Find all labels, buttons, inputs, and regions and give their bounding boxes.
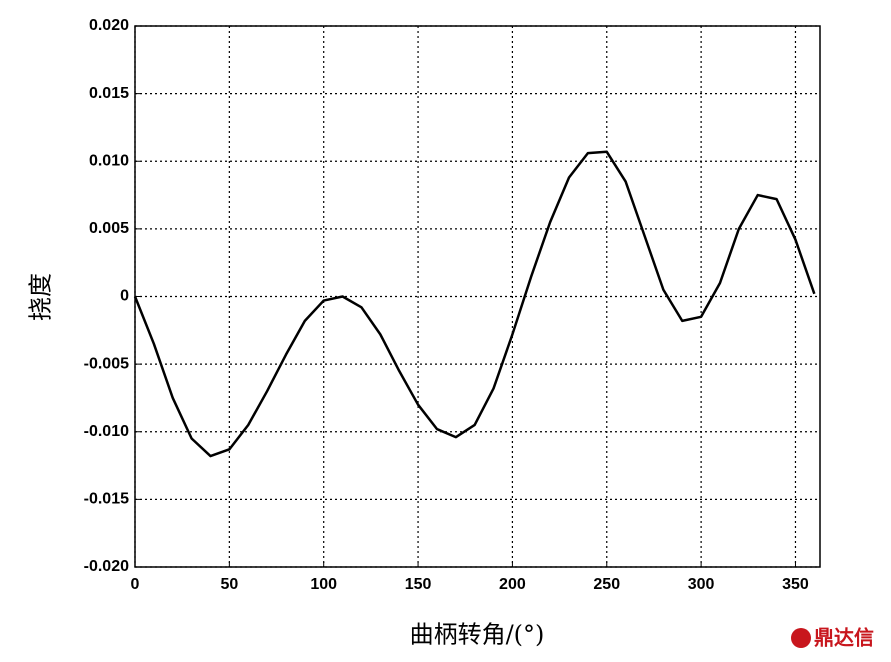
x-tick-label: 0: [131, 576, 140, 593]
y-tick-label: 0.005: [89, 220, 129, 237]
y-axis-label: 挠度: [27, 273, 55, 321]
x-tick-label: 300: [688, 576, 715, 593]
plot-frame: [134, 25, 821, 568]
x-tick-label: 250: [593, 576, 620, 593]
line-series: [133, 150, 816, 458]
y-tick-label: 0.020: [89, 17, 129, 34]
x-tick-label: 200: [499, 576, 526, 593]
watermark: 鼎达信: [814, 626, 874, 650]
y-tick-label: -0.020: [84, 558, 129, 575]
x-tick-label: 150: [405, 576, 432, 593]
y-tick-label: 0: [120, 288, 129, 305]
y-tick-label: -0.010: [84, 423, 129, 440]
watermark-logo: [791, 628, 811, 648]
y-tick-label: -0.015: [84, 491, 129, 508]
x-axis-label: 曲柄转角/(°): [410, 621, 545, 649]
y-tick-label: 0.015: [89, 85, 129, 102]
x-tick-label: 100: [310, 576, 337, 593]
y-tick-label: -0.005: [84, 355, 129, 372]
y-tick-label: 0.010: [89, 152, 129, 169]
x-tick-label: 50: [220, 576, 238, 593]
x-tick-label: 350: [782, 576, 809, 593]
